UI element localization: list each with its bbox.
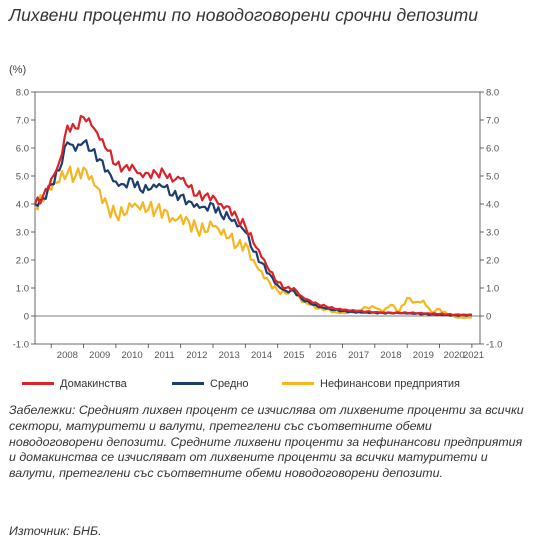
y-tick-label-right-2: 1.0 (486, 284, 499, 295)
y-tick-label-right-6: 5.0 (486, 172, 499, 183)
legend-label-average: Средно (210, 378, 249, 390)
y-tick-label-left-8: 7.0 (16, 116, 29, 127)
y-tick-label-left-3: 2.0 (16, 256, 29, 267)
x-tick-label-13: 2021 (463, 350, 484, 361)
series-line-0 (33, 114, 472, 317)
chart-legend: Домакинства Средно Нефинансови предприят… (20, 378, 530, 394)
legend-item-nonfinancial: Нефинансови предприятия (282, 378, 460, 390)
y-tick-label-left-0: -1.0 (13, 340, 29, 351)
y-tick-label-left-2: 1.0 (16, 284, 29, 295)
legend-label-households: Домакинства (60, 378, 127, 390)
plot-frame (34, 91, 481, 345)
legend-swatch-average (172, 381, 204, 385)
page-title: Лихвени проценти по новодоговорени срочн… (9, 5, 479, 25)
legend-label-nonfinancial: Нефинансови предприятия (320, 378, 460, 390)
line-chart: -1.0 -1.0 0 0 1.0 1.0 2.0 2.0 3.0 3.0 4.0 4.0 5.0 5.0… (13, 88, 503, 362)
x-tick-label-4: 2012 (186, 350, 207, 361)
x-tick-label-9: 2017 (348, 350, 369, 361)
x-tick-label-6: 2014 (251, 350, 272, 361)
legend-swatch-households (22, 381, 54, 385)
x-tick-label-1: 2009 (89, 350, 110, 361)
x-tick-label-10: 2018 (380, 350, 401, 361)
y-tick-label-left-6: 5.0 (16, 172, 29, 183)
x-tick-label-2: 2010 (122, 350, 143, 361)
x-tick-label-5: 2013 (219, 350, 240, 361)
y-tick-label-right-9: 8.0 (486, 88, 499, 99)
x-tick-label-0: 2008 (57, 350, 78, 361)
unit-label: (%) (9, 64, 27, 76)
y-tick-label-left-5: 4.0 (16, 200, 29, 211)
x-tick-label-3: 2011 (154, 350, 174, 361)
x-tick-label-8: 2016 (316, 350, 337, 361)
x-tick-label-12: 2020 (444, 350, 465, 361)
y-tick-label-right-7: 6.0 (486, 144, 499, 155)
series-line-1 (34, 139, 473, 317)
y-tick-label-left-4: 3.0 (16, 228, 29, 239)
y-tick-label-left-1: 0 (24, 312, 29, 323)
x-tick-label-7: 2015 (283, 350, 304, 361)
legend-item-households: Домакинства (22, 378, 127, 390)
y-tick-label-right-3: 2.0 (486, 256, 499, 267)
y-tick-label-right-1: 0 (486, 312, 491, 323)
chart-notes: Забележки: Средният лихвен процент се из… (9, 403, 524, 481)
y-tick-label-right-0: -1.0 (486, 340, 502, 351)
legend-item-average: Средно (172, 378, 249, 390)
legend-swatch-nonfinancial (282, 381, 314, 385)
y-tick-label-right-8: 7.0 (486, 116, 499, 127)
y-tick-label-left-7: 6.0 (16, 144, 29, 155)
chart-source: Източник: БНБ. (9, 524, 102, 538)
x-tick-label-11: 2019 (413, 350, 434, 361)
y-tick-label-right-5: 4.0 (486, 200, 499, 211)
y-tick-label-left-9: 8.0 (16, 88, 29, 99)
y-tick-label-right-4: 3.0 (486, 228, 499, 239)
